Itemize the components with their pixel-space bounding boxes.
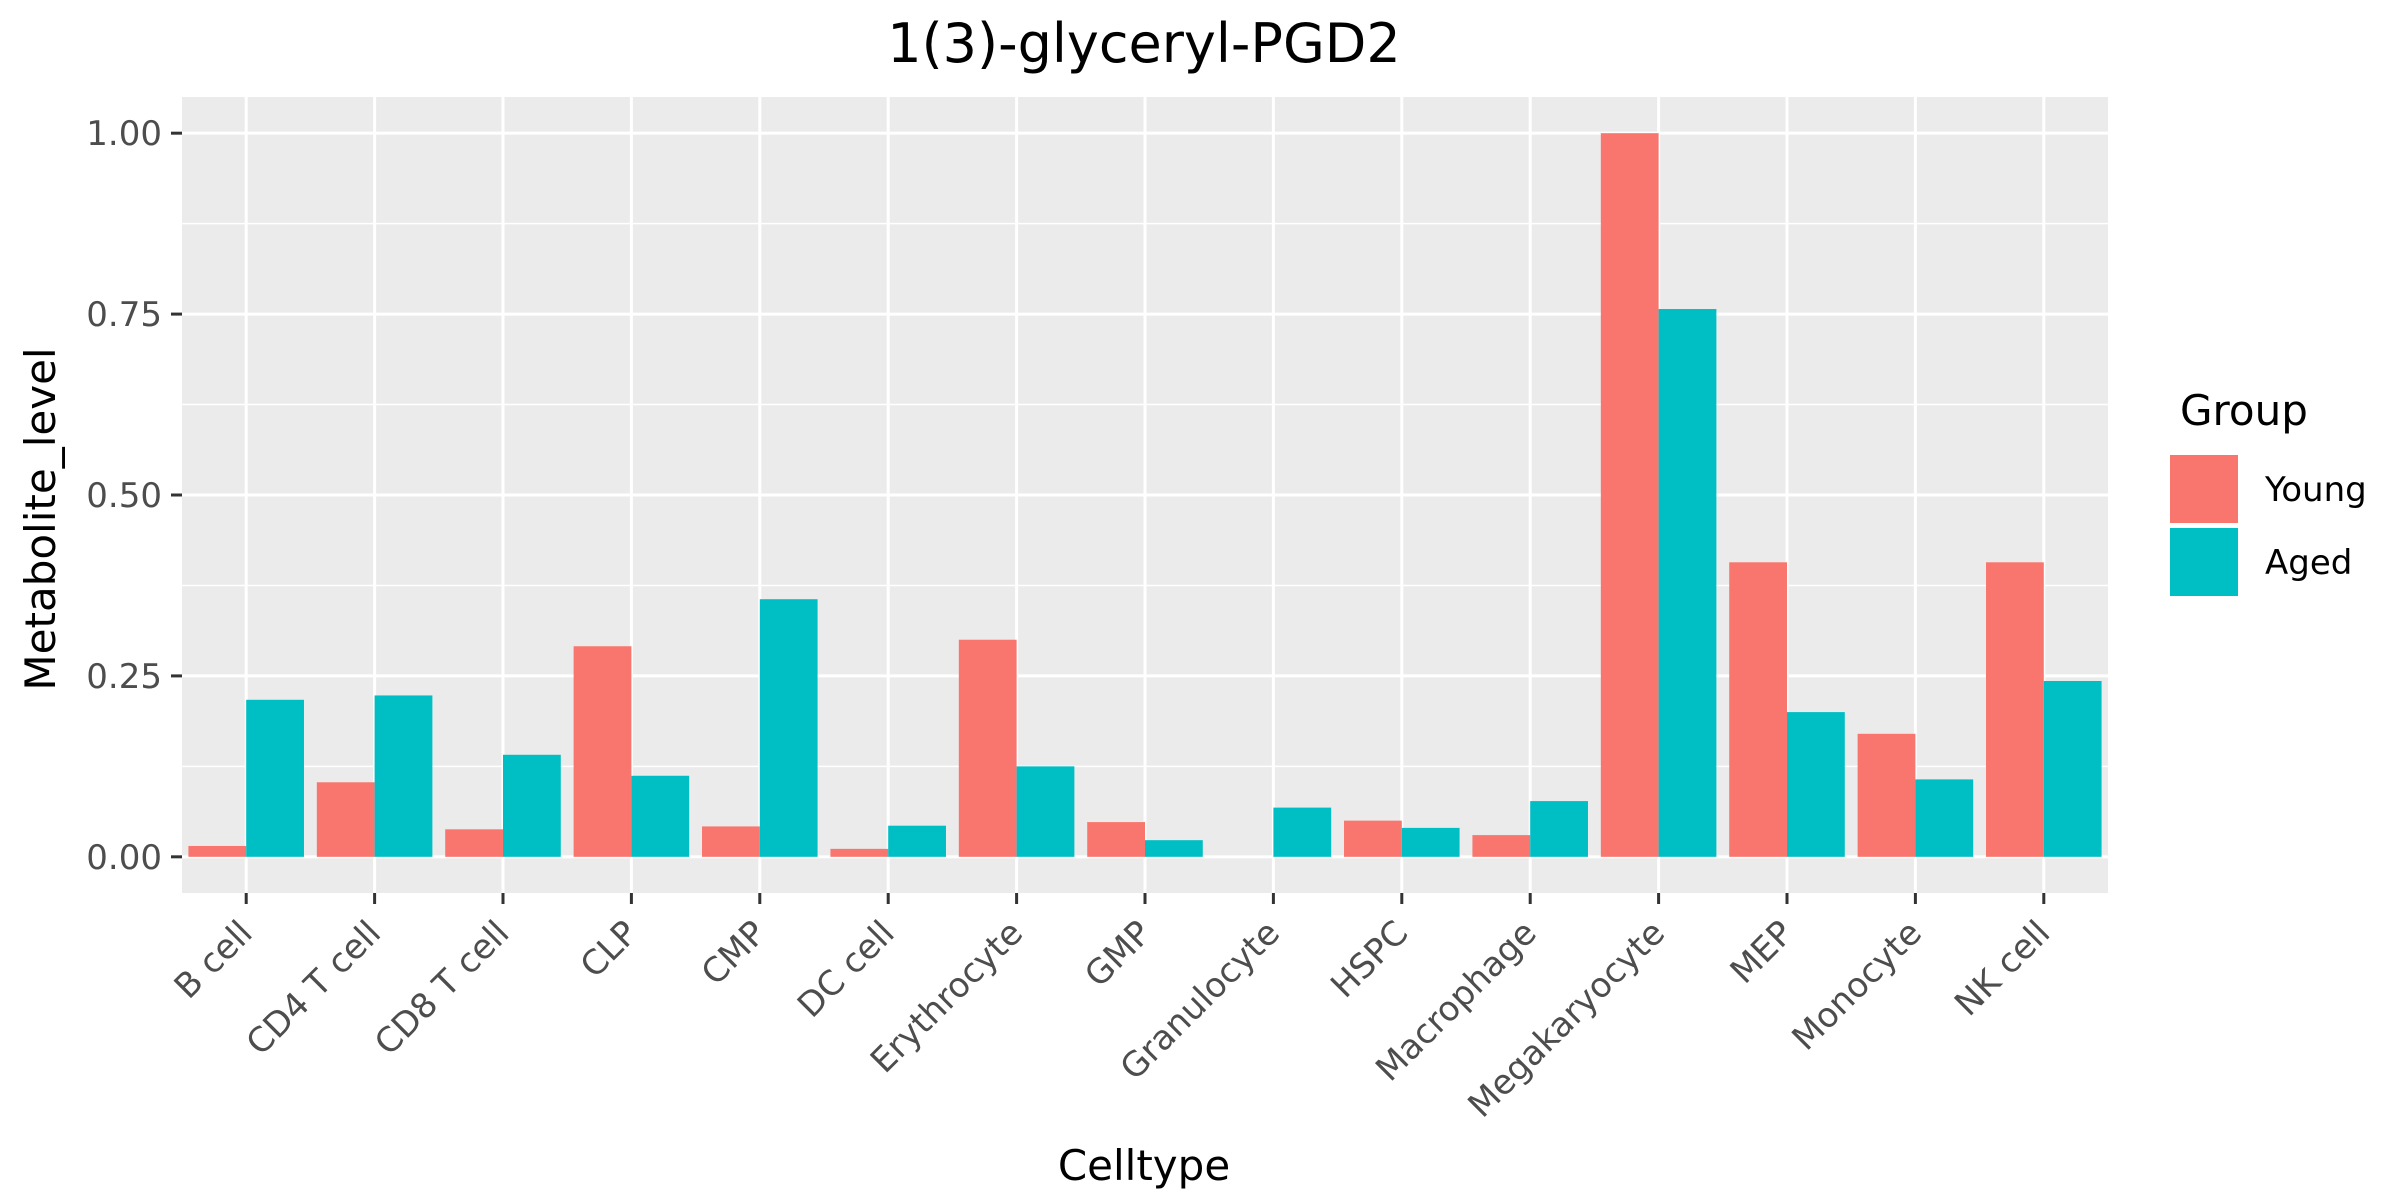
- bar-aged: [1530, 801, 1588, 857]
- bar-young: [1472, 835, 1531, 857]
- bars: [188, 133, 2102, 857]
- legend-label-aged: Aged: [2265, 543, 2352, 583]
- bar-young: [1729, 562, 1787, 857]
- x-tick-label: CMP: [694, 913, 774, 993]
- bar-aged: [759, 599, 818, 857]
- x-tick-label: B cell: [167, 913, 261, 1007]
- bar-young: [188, 845, 247, 857]
- bar-young: [830, 848, 889, 857]
- x-tick-label: MEP: [1723, 913, 1802, 992]
- bar-aged: [1915, 779, 1974, 857]
- bar-aged: [631, 775, 690, 857]
- chart-title: 1(3)-glyceryl-PGD2: [887, 12, 1400, 75]
- x-tick-label: DC cell: [790, 913, 903, 1026]
- x-tick-label: Monocyte: [1784, 913, 1929, 1058]
- bar-aged: [2043, 680, 2102, 857]
- bar-aged: [1016, 766, 1075, 857]
- legend: Group Young Aged: [2170, 386, 2367, 596]
- bar-young: [573, 646, 632, 857]
- y-axis-title: Metabolite_level: [16, 347, 65, 690]
- legend-key-young: [2170, 455, 2238, 523]
- bar-aged: [246, 699, 304, 857]
- bar-aged: [1658, 309, 1717, 857]
- x-tick-label: CD8 T cell: [367, 913, 517, 1063]
- x-tick-label: HSPC: [1323, 913, 1416, 1006]
- bar-aged: [1401, 827, 1460, 857]
- x-tick-label: CD4 T cell: [239, 913, 389, 1063]
- bar-young: [1600, 133, 1659, 857]
- bar-young: [958, 639, 1017, 857]
- legend-key-aged: [2170, 528, 2238, 596]
- bar-aged: [503, 754, 561, 857]
- y-tick-label: 0.50: [86, 476, 162, 516]
- bar-young: [316, 782, 375, 857]
- bar-young: [1857, 733, 1916, 857]
- legend-title: Group: [2180, 386, 2308, 435]
- x-tick-label: GMP: [1077, 913, 1159, 995]
- bar-aged: [1787, 712, 1845, 857]
- bar-young: [1986, 562, 2044, 857]
- bar-aged: [374, 695, 433, 857]
- bar-aged: [888, 825, 946, 857]
- y-tick-label: 0.00: [86, 838, 162, 878]
- x-tick-label: CLP: [573, 913, 646, 986]
- bar-young: [702, 826, 760, 857]
- y-tick-label: 0.25: [86, 657, 162, 697]
- legend-label-young: Young: [2264, 470, 2367, 510]
- bar-aged: [1273, 807, 1332, 857]
- y-tick-label: 0.75: [86, 295, 162, 335]
- y-axis: 0.00 0.25 0.50 0.75 1.00: [86, 114, 182, 878]
- bar-young: [1087, 822, 1145, 857]
- x-axis-title: Celltype: [1058, 1141, 1230, 1190]
- bar-aged: [1145, 840, 1203, 857]
- x-tick-label: NK cell: [1947, 913, 2058, 1024]
- bar-young: [445, 829, 503, 857]
- y-tick-label: 1.00: [86, 114, 162, 154]
- bar-young: [1344, 820, 1402, 857]
